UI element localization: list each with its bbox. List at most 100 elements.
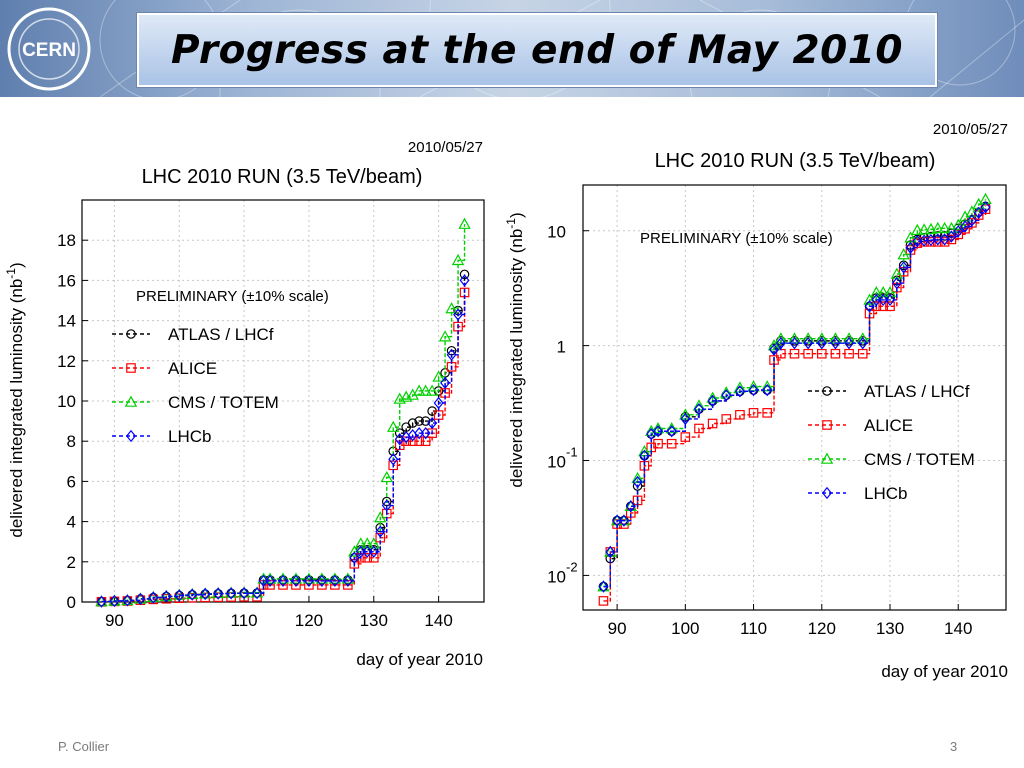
grid: [583, 185, 1006, 610]
data-point: [876, 286, 890, 298]
data-point: [803, 348, 813, 359]
legend-marker: [822, 386, 832, 396]
x-tick-label: 120: [808, 619, 836, 638]
data-point: [767, 339, 781, 351]
data-point: [135, 592, 146, 606]
data-point: [769, 343, 780, 356]
data-point: [905, 241, 916, 254]
data-point: [420, 427, 431, 440]
y-tick-label: 18: [57, 231, 76, 250]
data-point: [960, 220, 971, 233]
data-point: [355, 545, 366, 558]
data-point: [459, 269, 470, 280]
legend-label: ATLAS / LHCf: [168, 325, 274, 344]
data-point: [891, 276, 902, 290]
data-point: [367, 537, 380, 549]
data-point: [885, 293, 895, 307]
data-point: [748, 383, 759, 397]
data-point: [924, 222, 938, 235]
y-tick-label: 10: [547, 223, 566, 242]
data-point: [458, 217, 471, 229]
data-point: [973, 206, 984, 220]
data-point: [618, 514, 629, 527]
y-tick-label: 2: [67, 553, 76, 572]
legend-label: CMS / TOTEM: [864, 450, 975, 469]
data-point: [109, 594, 120, 608]
data-point: [830, 337, 841, 350]
data-point: [938, 221, 951, 234]
slide-title: Progress at the end of May 2010: [170, 27, 903, 73]
grid: [82, 200, 484, 603]
data-point: [374, 511, 387, 523]
y-tick-exponent: -2: [566, 559, 578, 574]
data-point: [161, 590, 172, 603]
series-line: [101, 280, 466, 603]
data-point: [211, 586, 225, 599]
legend-label: LHCb: [168, 427, 211, 446]
data-point: [425, 384, 439, 396]
data-point: [147, 590, 160, 602]
data-point: [721, 414, 732, 424]
data-point: [394, 428, 405, 438]
data-point: [200, 587, 211, 601]
data-point: [789, 348, 800, 359]
data-point: [388, 453, 399, 466]
data-point: [412, 384, 426, 396]
data-point: [680, 432, 691, 442]
data-point: [148, 591, 159, 604]
y-tick-label: 4: [67, 513, 76, 532]
data-point: [258, 574, 269, 588]
data-point: [445, 302, 458, 314]
y-axis-label: delivered integrated luminosity (nb-1): [504, 212, 526, 487]
legend: ATLAS / LHCf ALICE CMS / TOTEM LHCb: [808, 382, 975, 503]
data-point: [721, 389, 732, 402]
data-point: [329, 574, 340, 588]
data-point: [946, 230, 957, 243]
data-point: [446, 348, 457, 361]
data-point: [885, 301, 895, 312]
data-point: [605, 545, 616, 559]
data-point: [762, 408, 773, 418]
legend-marker: [820, 452, 834, 464]
data-point: [871, 293, 882, 307]
data-point: [870, 286, 883, 298]
legend-marker: [822, 486, 832, 500]
data-point: [897, 248, 910, 260]
data-point: [406, 388, 419, 400]
data-point: [224, 586, 238, 598]
data-point: [734, 385, 745, 398]
data-point: [354, 537, 368, 549]
data-point: [653, 438, 663, 449]
data-point: [407, 418, 418, 428]
data-point: [953, 225, 964, 238]
y-tick-label: 10: [547, 453, 566, 472]
x-tick-label: 90: [105, 611, 124, 630]
series-line: [101, 292, 466, 603]
legend-marker: [126, 429, 136, 443]
x-axis-label: day of year 2010: [356, 650, 483, 669]
footer-author: P. Collier: [58, 739, 110, 754]
data-point: [368, 545, 379, 558]
legend-label: ALICE: [168, 359, 217, 378]
series-line: [603, 199, 987, 588]
data-point: [653, 425, 664, 438]
data-point: [789, 337, 800, 350]
chart-date: 2010/05/27: [408, 139, 483, 156]
data-point: [252, 587, 263, 600]
data-point: [803, 337, 814, 350]
data-point: [459, 274, 470, 287]
data-point: [438, 330, 452, 342]
data-point: [625, 500, 636, 513]
data-point: [453, 308, 464, 321]
title-box: Progress at the end of May 2010: [137, 13, 937, 87]
data-point: [174, 589, 185, 602]
x-tick-label: 140: [944, 619, 972, 638]
data-point: [250, 586, 264, 598]
data-point: [387, 420, 400, 432]
data-point: [96, 595, 107, 608]
data-point: [433, 396, 444, 410]
data-point: [121, 593, 134, 606]
data-point: [844, 348, 854, 359]
data-point: [316, 574, 327, 588]
data-point: [598, 580, 609, 593]
